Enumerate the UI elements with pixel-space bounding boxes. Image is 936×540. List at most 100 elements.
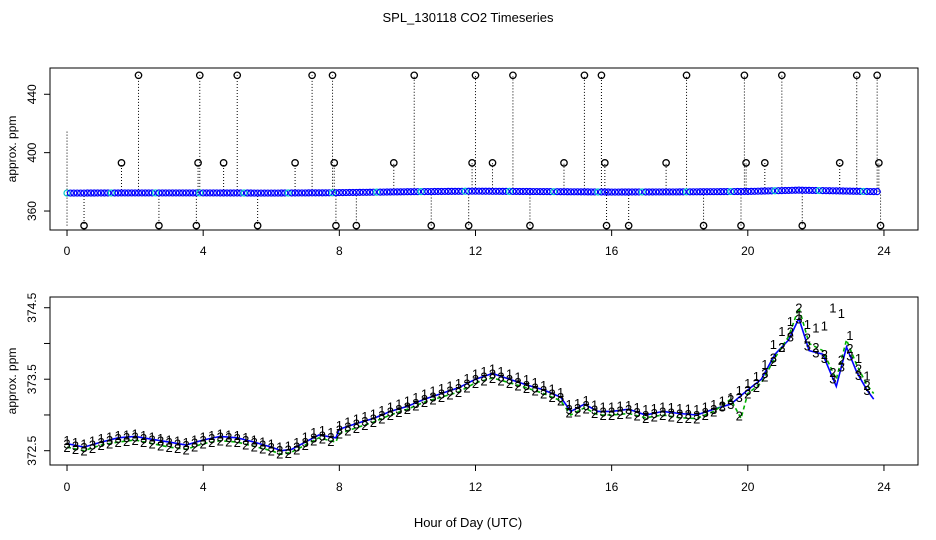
upper-data-point: [866, 187, 874, 196]
series-1-marker: 1: [234, 428, 241, 443]
upper-data-point: [679, 188, 687, 196]
upper-data-point: [274, 189, 282, 197]
series-3-marker: 3: [821, 351, 828, 366]
upper-data-point: [138, 189, 146, 197]
series-2-marker: 2: [268, 444, 275, 459]
upper-data-point: [560, 188, 568, 196]
series-1-marker: 1: [548, 382, 555, 397]
upper-data-point: [791, 186, 800, 194]
spike-point-mid: [389, 159, 398, 167]
series-2-marker: 2: [778, 340, 785, 355]
series-3-marker: 3: [97, 435, 104, 450]
series-3-marker: 3: [174, 437, 181, 452]
series-2-marker: 2: [608, 408, 615, 423]
series-3-marker: 3: [251, 435, 258, 450]
upper-data-point: [223, 189, 231, 197]
series-3-marker: 3: [276, 443, 283, 458]
series-3-marker: 3: [719, 400, 726, 415]
upper-data-point: [543, 188, 551, 196]
series-3-marker: 3: [736, 390, 743, 405]
series-1-marker: 1: [412, 390, 419, 405]
upper-data-point: [611, 188, 619, 196]
upper-data-point: [117, 189, 126, 197]
series-2-marker: 2: [131, 433, 138, 448]
upper-data-point: [196, 189, 204, 197]
series-3-marker: 3: [149, 432, 156, 447]
upper-data-point: [584, 188, 592, 196]
series-1-marker: 1: [259, 434, 266, 449]
upper-data-point: [676, 188, 684, 196]
upper-data-point: [437, 187, 446, 196]
series-2-marker: 2: [183, 442, 190, 457]
upper-data-point: [672, 188, 680, 196]
series-3-marker: 3: [225, 430, 232, 445]
series-3-line: [66, 316, 875, 452]
upper-data-point: [597, 188, 606, 196]
series-1-marker: 1: [514, 369, 521, 384]
series-1-marker: 1: [497, 364, 504, 379]
spike-point-high: [410, 71, 419, 80]
series-1-marker: 1: [693, 402, 700, 417]
upper-data-point: [213, 189, 221, 197]
upper-data-point: [220, 189, 228, 197]
series-1-marker: 1: [63, 433, 70, 448]
upper-data-point: [614, 188, 623, 196]
upper-data-point: [420, 188, 429, 196]
series-3-marker: 3: [310, 431, 317, 446]
series-3-marker: 3: [625, 402, 632, 417]
upper-data-point: [264, 189, 272, 197]
spike-point-high: [134, 71, 143, 80]
series-1-marker: 1: [463, 371, 470, 386]
series-1-marker: 1: [676, 401, 683, 416]
series-1-marker: 1: [387, 399, 394, 414]
upper-data-point: [339, 188, 347, 197]
series-3-marker: 3: [387, 404, 394, 419]
upper-data-point: [454, 187, 463, 195]
series-1-marker: 1: [685, 402, 692, 417]
series-3-marker: 3: [523, 378, 530, 393]
upper-data-point: [471, 187, 480, 195]
series-3-marker: 3: [651, 406, 658, 421]
upper-x-tick-label: 0: [64, 244, 71, 258]
series-2-marker: 2: [651, 409, 658, 424]
upper-data-point: [311, 189, 320, 197]
upper-data-point: [100, 189, 109, 197]
upper-data-point: [175, 189, 183, 197]
series-3-marker: 3: [319, 429, 326, 444]
upper-data-point: [185, 189, 194, 197]
series-3-marker: 3: [429, 389, 436, 404]
series-2-marker: 2: [114, 435, 121, 450]
upper-data-point: [846, 187, 854, 195]
upper-data-point: [788, 186, 796, 194]
upper-data-point: [785, 186, 793, 195]
upper-data-point: [764, 187, 772, 195]
series-2-marker: 2: [812, 340, 819, 355]
spike-point-mid: [662, 159, 670, 167]
upper-data-point: [271, 189, 279, 197]
series-2-marker: 2: [327, 434, 334, 449]
lower-x-tick-label: 0: [64, 480, 71, 494]
series-3-marker: 3: [480, 369, 487, 384]
spike-point-high: [580, 71, 589, 80]
upper-data-point: [723, 188, 731, 196]
series-1-marker: 1: [208, 428, 215, 443]
spike-point-mid: [488, 159, 497, 167]
upper-plot-marks: [63, 71, 885, 230]
upper-y-axis-label: approx. ppm: [5, 116, 19, 183]
series-1-marker: 1: [753, 369, 760, 384]
series-3-marker: 3: [753, 376, 760, 391]
series-3-marker: 3: [540, 383, 547, 398]
upper-data-point: [526, 187, 534, 196]
upper-data-point: [63, 189, 71, 197]
series-2-marker: 2: [702, 408, 709, 423]
upper-data-point: [158, 189, 166, 197]
series-3-marker: 3: [846, 348, 853, 363]
series-2-marker: 2: [514, 378, 521, 393]
spike-point-low: [192, 221, 201, 230]
spike-point-low: [464, 221, 473, 230]
series-1-marker: 1: [344, 415, 351, 430]
series-1-marker: 1: [140, 428, 147, 443]
lower-plot-marks: 3 3 3 3 3 3 3 3 3 3 3 3 3 3 3 3 3 3 3 3 3 3 3 3 3 3 3 3 3 3 3 33 3 3 3 3 3 3 3…: [63, 301, 875, 462]
series-2-marker: 2: [276, 447, 283, 462]
lower-x-tick-label: 20: [741, 480, 755, 494]
